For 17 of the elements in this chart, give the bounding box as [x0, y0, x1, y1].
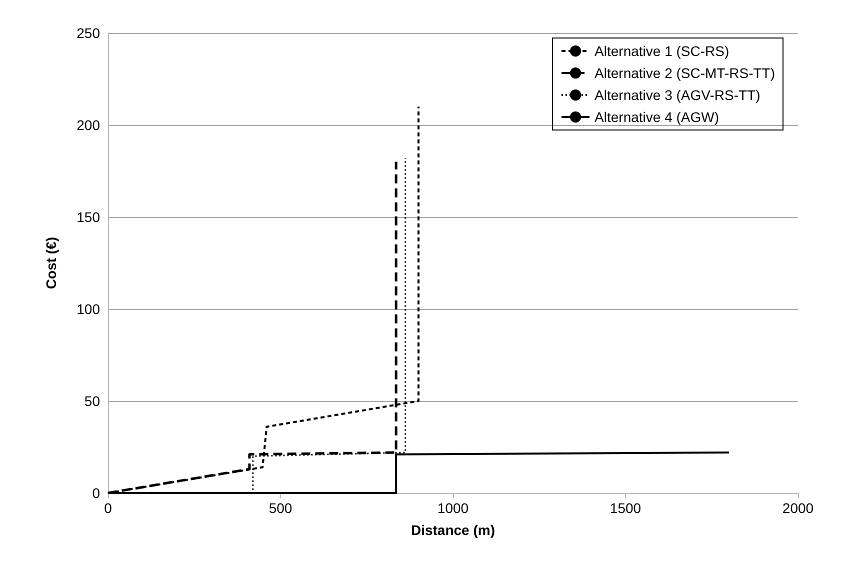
- y-tick-label: 250: [76, 25, 100, 41]
- y-tick-label: 150: [76, 209, 100, 225]
- y-tick-label: 50: [84, 393, 100, 409]
- y-tick-label: 100: [76, 301, 100, 317]
- x-tick-label: 1500: [610, 500, 642, 516]
- legend-label: Alternative 2 (SC-MT-RS-TT): [594, 65, 776, 81]
- x-axis-title: Distance (m): [410, 522, 496, 538]
- legend-label: Alternative 3 (AGV-RS-TT): [594, 87, 760, 103]
- y-axis-title: Cost (€): [43, 236, 59, 290]
- y-tick-label: 0: [92, 485, 100, 501]
- x-tick-label: 1000: [437, 500, 469, 516]
- x-tick-label: 2000: [782, 500, 814, 516]
- legend-label: Alternative 4 (AGW): [594, 109, 720, 125]
- y-tick-label: 200: [76, 117, 100, 133]
- x-tick-label: 500: [268, 500, 292, 516]
- x-tick-label: 0: [104, 500, 112, 516]
- legend-label: Alternative 1 (SC-RS): [594, 43, 730, 59]
